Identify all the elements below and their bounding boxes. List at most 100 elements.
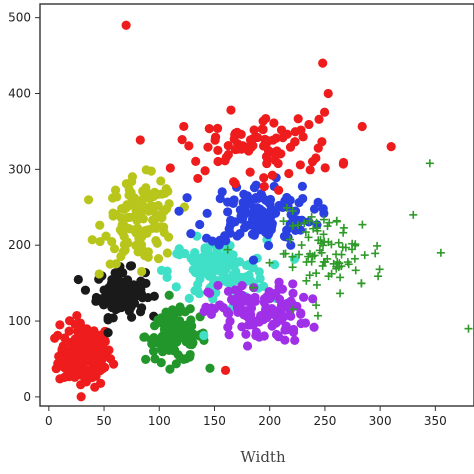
data-point — [156, 176, 166, 186]
data-point-plus — [324, 238, 333, 247]
data-point — [107, 236, 117, 247]
data-point — [289, 254, 300, 264]
data-point — [112, 282, 123, 292]
data-point-plus — [305, 249, 314, 258]
data-point — [195, 219, 205, 230]
data-point — [230, 217, 240, 227]
data-point — [96, 347, 106, 357]
data-point — [184, 293, 194, 303]
data-point — [179, 121, 189, 132]
data-point — [72, 310, 82, 321]
data-point — [249, 125, 259, 135]
data-point-plus — [223, 245, 232, 254]
data-point — [146, 166, 156, 176]
data-point — [193, 279, 203, 289]
data-point-plus — [374, 272, 383, 281]
data-point — [78, 360, 88, 371]
data-point-plus — [307, 212, 316, 221]
data-point — [101, 231, 111, 241]
data-point — [149, 321, 160, 331]
data-point — [64, 326, 74, 336]
data-point — [320, 163, 330, 173]
x-tick-label: 150 — [203, 414, 226, 428]
data-point — [162, 248, 173, 258]
data-point — [238, 296, 248, 307]
data-point — [280, 325, 290, 335]
data-point — [245, 167, 255, 177]
data-point — [276, 125, 287, 135]
data-point — [250, 292, 260, 303]
data-point — [148, 346, 159, 356]
data-point — [300, 318, 311, 328]
data-point — [174, 250, 185, 260]
data-point — [269, 118, 279, 128]
y-tick-label: 100 — [8, 314, 31, 328]
data-point — [112, 192, 122, 202]
data-point — [225, 316, 235, 326]
data-point-plus — [314, 236, 323, 245]
data-point — [319, 107, 330, 117]
data-point — [262, 154, 273, 164]
data-point-plus — [339, 223, 348, 232]
points-layer — [50, 20, 473, 402]
data-point — [188, 265, 198, 275]
data-point — [105, 354, 116, 364]
data-point — [150, 187, 160, 197]
data-point — [249, 221, 259, 231]
data-point — [186, 336, 196, 346]
data-point-plus — [336, 289, 345, 298]
data-point-plus — [409, 210, 418, 219]
data-point — [224, 330, 234, 340]
data-point — [80, 285, 91, 295]
data-point — [236, 211, 246, 221]
data-point-plus — [295, 250, 304, 259]
data-point-plus — [333, 257, 342, 266]
data-point — [110, 185, 121, 195]
data-point — [87, 371, 97, 382]
x-tick-label: 100 — [148, 414, 171, 428]
data-point — [57, 353, 67, 363]
data-point — [258, 124, 268, 135]
data-point — [205, 363, 215, 373]
data-point-plus — [310, 251, 319, 260]
data-point — [211, 261, 221, 271]
data-point — [141, 183, 151, 193]
data-point — [57, 344, 67, 354]
data-point — [299, 292, 309, 302]
data-point-plus — [371, 249, 380, 258]
data-point — [115, 225, 125, 235]
data-point-plus — [332, 250, 341, 259]
data-point — [276, 149, 286, 159]
data-point — [124, 184, 134, 195]
data-point-plus — [312, 269, 321, 278]
data-point-plus — [288, 263, 297, 272]
data-point-plus — [313, 226, 322, 235]
data-point — [259, 225, 269, 235]
data-point — [313, 143, 323, 153]
data-point — [107, 274, 117, 285]
data-point — [127, 172, 138, 182]
data-point — [290, 137, 300, 147]
data-point — [258, 116, 268, 126]
data-point — [95, 356, 105, 366]
data-point — [267, 303, 277, 314]
data-point — [234, 306, 244, 316]
data-point-plus — [313, 311, 322, 320]
data-point-plus — [286, 235, 295, 244]
data-point — [304, 119, 314, 130]
data-point — [144, 193, 154, 203]
data-point — [167, 305, 177, 315]
data-point — [220, 156, 230, 166]
x-tick-label: 200 — [258, 414, 281, 428]
data-point — [70, 334, 80, 344]
data-point — [126, 261, 137, 271]
data-point — [223, 140, 233, 151]
data-point — [251, 316, 261, 326]
data-point-plus — [436, 248, 445, 257]
data-point-plus — [360, 251, 369, 260]
data-point — [386, 141, 396, 152]
data-point-plus — [281, 249, 290, 258]
x-tick-label: 0 — [45, 414, 53, 428]
plot-frame — [39, 3, 474, 407]
data-point — [171, 316, 181, 326]
